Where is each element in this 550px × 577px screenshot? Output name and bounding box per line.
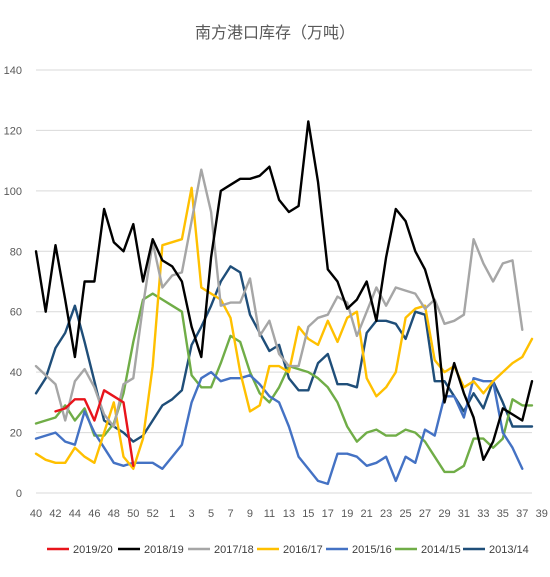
y-tick-label: 120 <box>4 125 22 137</box>
legend-label: 2018/19 <box>144 544 184 556</box>
x-tick-label: 46 <box>88 508 100 520</box>
series-line-2015/16 <box>34 370 524 486</box>
x-tick-label: 29 <box>438 508 450 520</box>
legend-item: 2016/17 <box>257 544 323 556</box>
y-tick-label: 0 <box>16 488 22 500</box>
chart-title: 南方港口库存（万吨） <box>195 24 355 42</box>
x-tick-label: 31 <box>458 508 470 520</box>
legend-label: 2017/18 <box>214 544 254 556</box>
y-tick-label: 40 <box>10 367 22 379</box>
x-tick-label: 15 <box>302 508 314 520</box>
series-line-2017/18 <box>34 168 524 428</box>
series-line-2016/17 <box>34 186 534 470</box>
x-tick-label: 37 <box>516 508 528 520</box>
legend-item: 2015/16 <box>326 544 392 556</box>
series-line-2019/20 <box>54 389 135 467</box>
x-tick-label: 13 <box>283 508 295 520</box>
legend-label: 2019/20 <box>73 544 113 556</box>
x-tick-label: 5 <box>208 508 214 520</box>
x-tick-label: 7 <box>227 508 233 520</box>
x-tick-label: 40 <box>30 508 42 520</box>
x-tick-label: 48 <box>108 508 120 520</box>
x-tick-label: 21 <box>361 508 373 520</box>
y-tick-label: 60 <box>10 307 22 319</box>
x-tick-label: 27 <box>419 508 431 520</box>
y-tick-label: 140 <box>4 65 22 77</box>
series-lines <box>34 120 534 486</box>
x-tick-label: 42 <box>49 508 61 520</box>
x-tick-label: 1 <box>169 508 175 520</box>
x-tick-label: 3 <box>189 508 195 520</box>
x-tick-label: 17 <box>322 508 334 520</box>
y-tick-label: 100 <box>4 186 22 198</box>
series-line-2018/19 <box>34 120 534 461</box>
y-tick-label: 20 <box>10 428 22 440</box>
x-tick-label: 19 <box>341 508 353 520</box>
x-tick-label: 25 <box>399 508 411 520</box>
legend-item: 2013/14 <box>463 544 529 556</box>
legend-item: 2017/18 <box>188 544 254 556</box>
legend-item: 2019/20 <box>47 544 113 556</box>
x-tick-label: 23 <box>380 508 392 520</box>
x-tick-label: 44 <box>69 508 81 520</box>
legend-label: 2014/15 <box>421 544 461 556</box>
y-axis-ticks: 0 20 40 60 80 100 120 140 <box>4 65 22 500</box>
legend-item: 2014/15 <box>395 544 461 556</box>
legend: 2019/20 2018/19 2017/18 2016/17 2015/16 2014/… <box>47 544 529 556</box>
legend-label: 2015/16 <box>352 544 392 556</box>
x-tick-label: 35 <box>497 508 509 520</box>
legend-item: 2018/19 <box>118 544 184 556</box>
x-tick-label: 33 <box>477 508 489 520</box>
x-tick-label: 52 <box>147 508 159 520</box>
series-line-2014/15 <box>34 292 534 474</box>
x-tick-label: 39 <box>536 508 548 520</box>
x-tick-label: 9 <box>247 508 253 520</box>
x-tick-label: 11 <box>264 508 275 520</box>
legend-label: 2013/14 <box>489 544 529 556</box>
y-tick-label: 80 <box>10 246 22 258</box>
x-tick-label: 50 <box>127 508 139 520</box>
x-axis-ticks: 40 42 44 46 48 50 52 1 3 5 7 9 11 13 15 17 19 21 23 25 27 29 3… <box>30 508 548 520</box>
legend-label: 2016/17 <box>283 544 323 556</box>
